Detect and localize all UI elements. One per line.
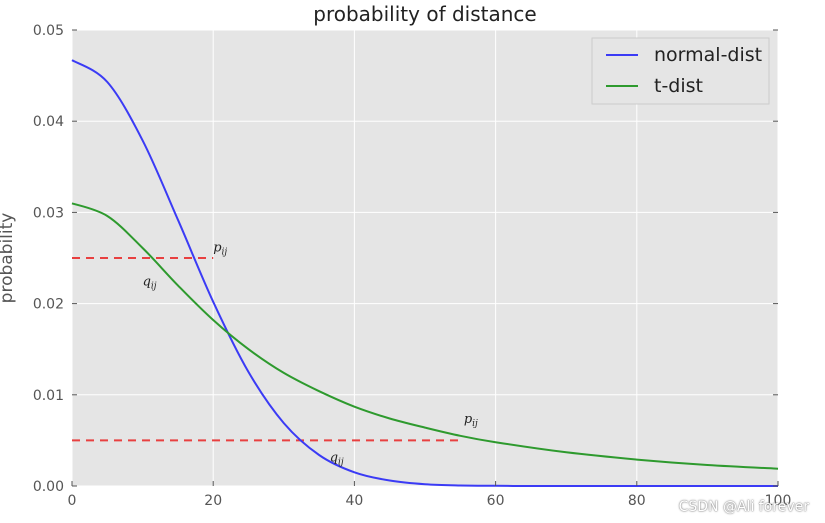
y-tick-label: 0.00 (33, 479, 64, 495)
x-tick-label: 60 (487, 493, 505, 509)
legend-label-normal-dist: normal-dist (654, 44, 762, 66)
legend-label-t-dist: t-dist (654, 75, 703, 97)
watermark: CSDN @Ali forever (678, 499, 809, 515)
axis-ticks: 0 20 40 60 80 100 0.00 0.01 0.02 0.03 0.04 0.05 (33, 23, 792, 509)
y-tick-label: 0.01 (33, 388, 64, 404)
annotation-p-ij: pij (464, 412, 478, 429)
annotation-q-ij: qij (143, 274, 157, 291)
y-axis-label: probability (0, 213, 17, 304)
annotation-q-ij: qij (330, 450, 344, 467)
annotations: pij qij pij qij (143, 241, 478, 468)
legend-box (591, 37, 770, 105)
y-tick-label: 0.05 (33, 23, 64, 39)
y-tick-label: 0.03 (33, 205, 64, 221)
series-lines (71, 59, 779, 488)
y-tick-label: 0.02 (33, 297, 64, 313)
series-line-t-dist (71, 202, 779, 470)
x-tick-label: 20 (204, 493, 222, 509)
series-line-normal-dist (71, 59, 778, 488)
chart-title: probability of distance (313, 2, 536, 26)
reference-lines (72, 257, 461, 442)
x-tick-label: 80 (628, 493, 646, 509)
annotation-p-ij: pij (213, 241, 227, 258)
x-tick-label: 40 (345, 493, 363, 509)
legend: normal-dist t-dist (591, 37, 770, 105)
y-tick-label: 0.04 (33, 114, 64, 130)
x-tick-label: 0 (68, 493, 77, 509)
x-tick-label: 100 (765, 493, 792, 509)
